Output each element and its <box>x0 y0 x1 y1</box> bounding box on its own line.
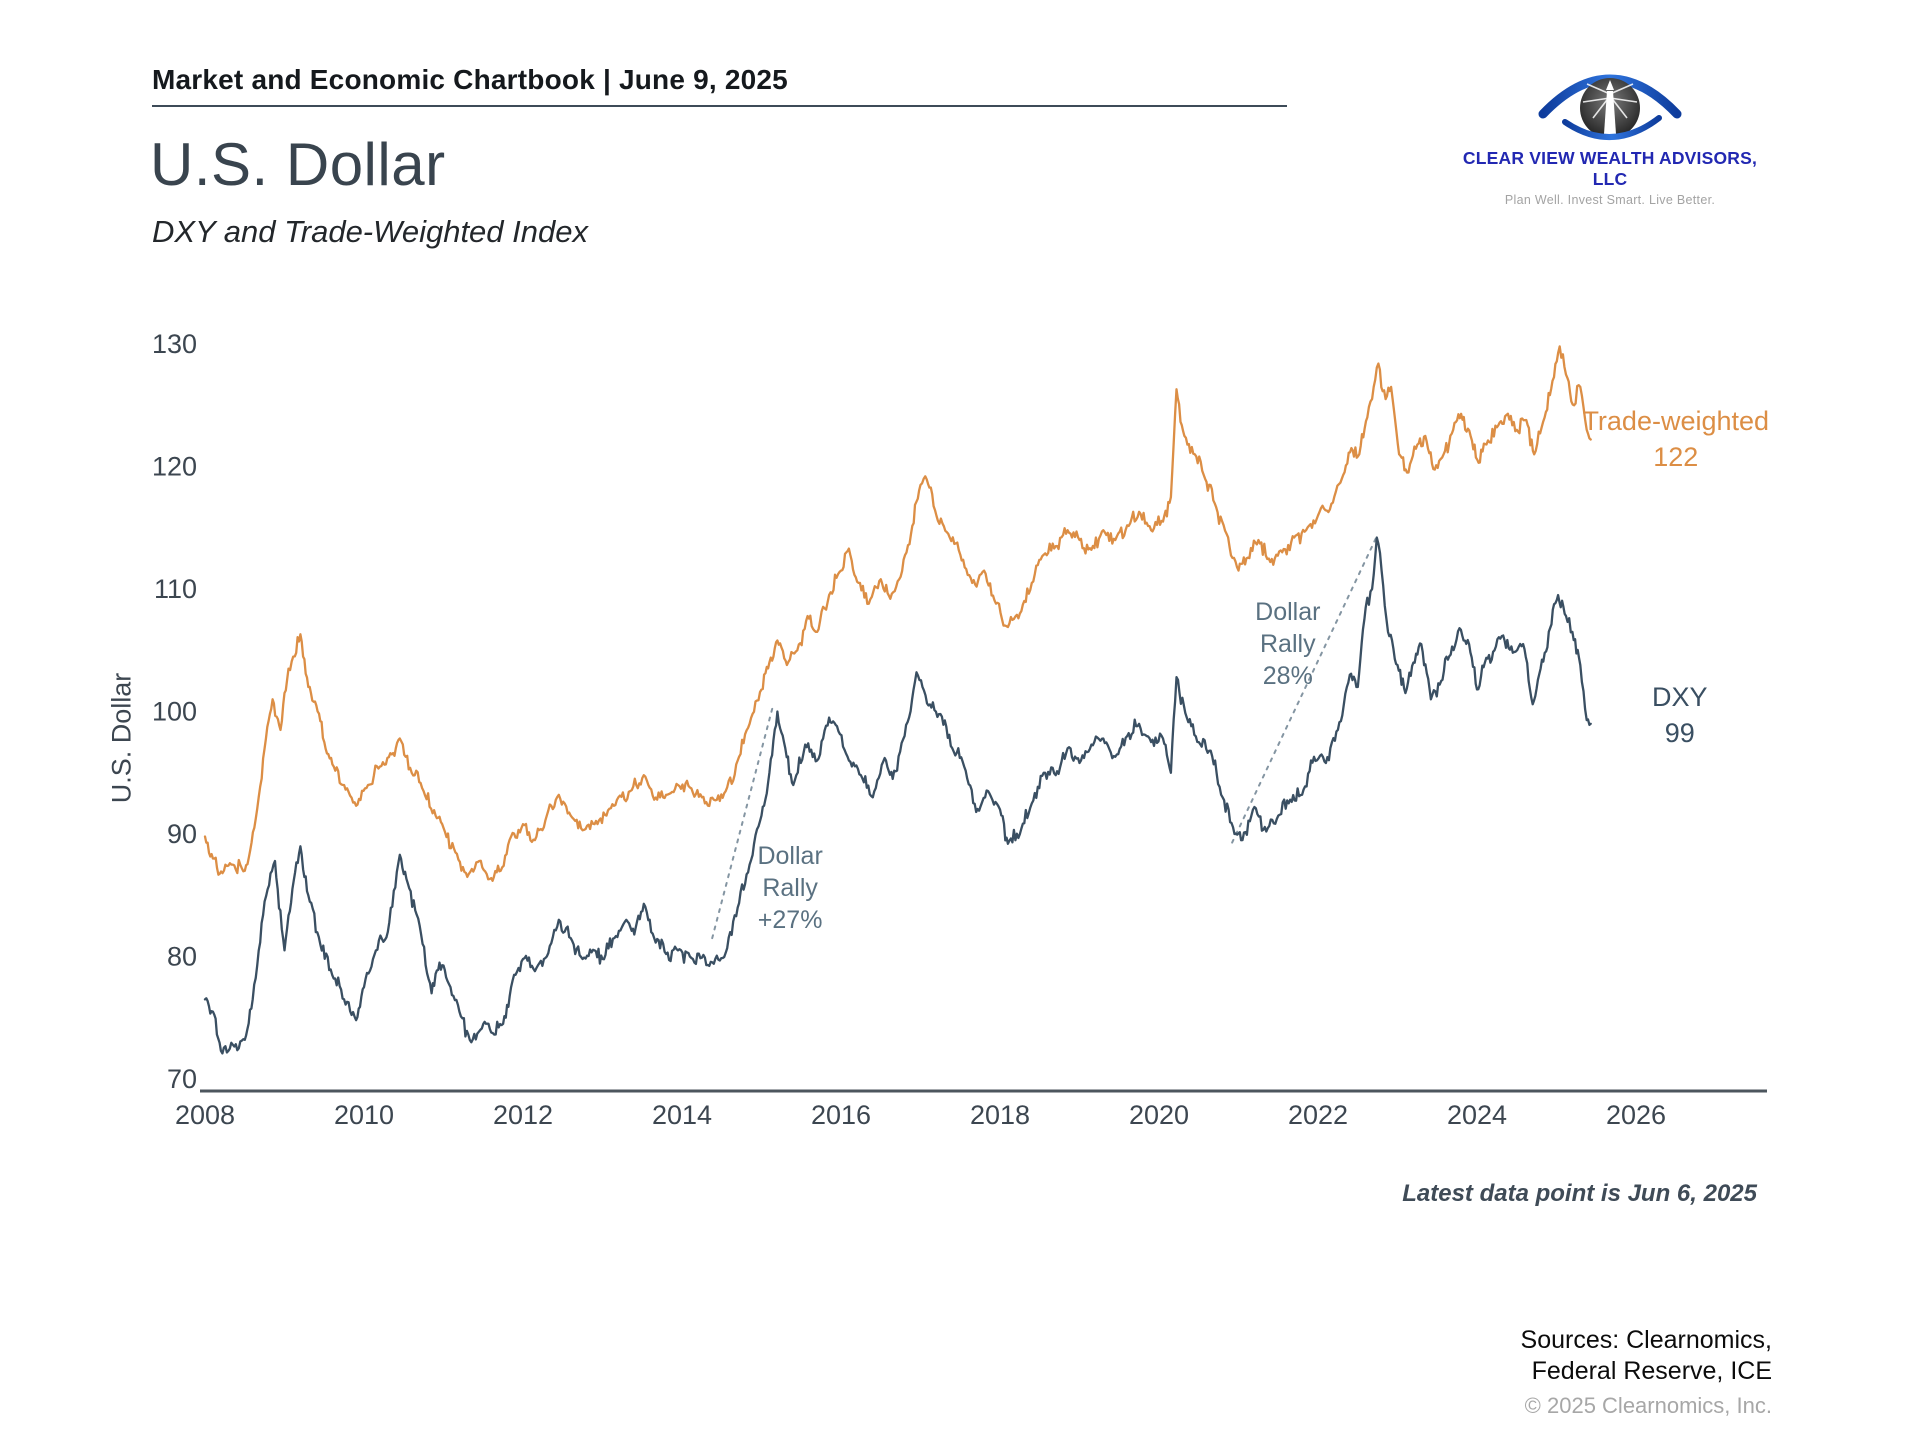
header-rule <box>152 105 1287 107</box>
y-tick-label: 90 <box>167 819 197 849</box>
series-line-trade-weighted <box>203 345 1592 882</box>
sources-line-1: Sources: Clearnomics, <box>1520 1326 1772 1354</box>
y-tick-label: 70 <box>167 1064 197 1094</box>
company-logo: Clear View Wealth Advisors, LLC Plan Wel… <box>1455 58 1765 207</box>
x-tick-label: 2016 <box>811 1100 871 1130</box>
x-tick-label: 2012 <box>493 1100 553 1130</box>
x-tick-label: 2024 <box>1447 1100 1507 1130</box>
report-header: Market and Economic Chartbook | June 9, … <box>152 64 788 95</box>
x-tick-label: 2022 <box>1288 1100 1348 1130</box>
rally-annotation-text: Dollar <box>757 842 822 870</box>
eye-lighthouse-logo-icon <box>1538 74 1682 141</box>
x-tick-label: 2020 <box>1129 1100 1189 1130</box>
y-tick-label: 120 <box>152 452 197 482</box>
rally-annotation-text: Rally <box>762 874 818 902</box>
rally-dashed-line <box>1231 535 1378 844</box>
y-tick-label: 130 <box>152 329 197 359</box>
rally-dashed-line <box>711 703 775 940</box>
rally-annotation-text: +27% <box>758 906 823 934</box>
page-subtitle: DXY and Trade-Weighted Index <box>152 214 588 249</box>
copyright: © 2025 Clearnomics, Inc. <box>1524 1393 1772 1418</box>
x-tick-label: 2026 <box>1606 1100 1666 1130</box>
x-tick-label: 2014 <box>652 1100 712 1130</box>
series-end-value: 122 <box>1653 442 1698 472</box>
rally-annotation-text: 28% <box>1263 662 1313 690</box>
x-tick-label: 2008 <box>175 1100 235 1130</box>
series-line-dxy <box>203 536 1592 1055</box>
y-tick-label: 80 <box>167 942 197 972</box>
y-tick-label: 110 <box>154 574 197 604</box>
x-tick-label: 2018 <box>970 1100 1030 1130</box>
sources-line-2: Federal Reserve, ICE <box>1531 1357 1772 1385</box>
rally-annotation-text: Rally <box>1260 630 1316 658</box>
y-tick-label: 100 <box>152 697 197 727</box>
sources-block: Sources: Clearnomics, Federal Reserve, I… <box>1521 1325 1772 1421</box>
series-end-value: 99 <box>1665 718 1695 748</box>
logo-company-name: Clear View Wealth Advisors, LLC <box>1462 148 1758 189</box>
series-end-label: DXY <box>1652 682 1708 712</box>
x-tick-label: 2010 <box>334 1100 394 1130</box>
logo-tagline: Plan Well. Invest Smart. Live Better. <box>1504 193 1716 207</box>
page-title: U.S. Dollar <box>150 131 446 198</box>
rally-annotation-text: Dollar <box>1255 598 1320 626</box>
series-end-label: Trade-weighted <box>1582 406 1769 436</box>
latest-data-footnote: Latest data point is Jun 6, 2025 <box>1402 1180 1757 1207</box>
